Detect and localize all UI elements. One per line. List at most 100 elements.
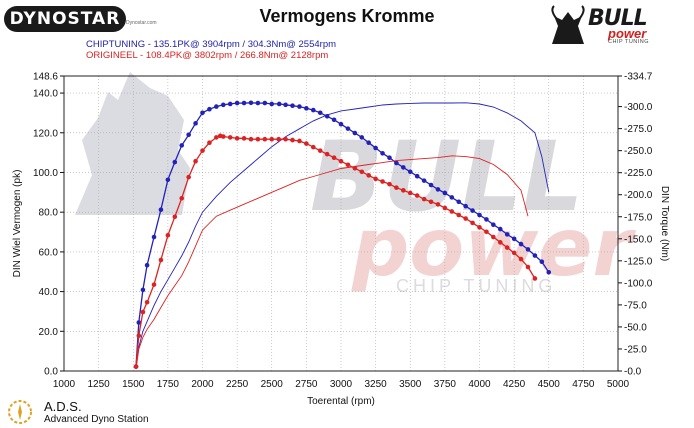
series-origineel-torque-point xyxy=(477,225,482,230)
series-chiptuning-torque-point xyxy=(463,203,468,209)
series-origineel-torque-point xyxy=(248,136,254,142)
series-origineel-torque-point xyxy=(394,185,399,190)
series-origineel-torque-point xyxy=(172,214,178,220)
y-tick-label: 80.0 xyxy=(39,208,59,219)
watermark-bull-silhouette-icon xyxy=(75,72,190,215)
series-origineel-torque-point xyxy=(331,155,337,161)
x-tick-label: 2000 xyxy=(191,379,214,390)
y2-tick-label: -200.0 xyxy=(624,190,653,201)
series-origineel-torque-point xyxy=(401,188,406,193)
series-origineel-torque-point xyxy=(511,250,517,256)
series-origineel-torque-point xyxy=(304,141,309,146)
legend-origineel: ORIGINEEL - 108.4PK@ 3802rpm / 266.8Nm@ … xyxy=(86,50,329,61)
x-tick-label: 2750 xyxy=(295,379,318,390)
series-chiptuning-torque-point xyxy=(186,132,191,138)
y-tick-label: 100.0 xyxy=(33,168,58,179)
y-tick-label: 20.0 xyxy=(39,327,59,338)
x-tick-label: 3750 xyxy=(434,379,457,390)
series-chiptuning-torque-point xyxy=(449,195,455,200)
y-tick-label: 140.0 xyxy=(33,89,58,100)
watermark-bull-text: BULL xyxy=(310,121,583,233)
series-chiptuning-torque-point xyxy=(470,208,475,213)
y2-tick-label: -300.0 xyxy=(624,102,653,113)
series-origineel-torque-point xyxy=(491,234,496,240)
y2-tick-label: -0.0 xyxy=(624,367,642,378)
series-chiptuning-torque-point xyxy=(456,199,462,205)
series-chiptuning-torque-point xyxy=(290,103,295,109)
series-origineel-torque-point xyxy=(366,173,372,178)
series-origineel-torque-point xyxy=(214,135,219,140)
series-origineel-torque-point xyxy=(338,158,344,164)
y-tick-label: 148.6 xyxy=(33,72,58,83)
series-origineel-torque-point xyxy=(227,135,233,140)
series-origineel-torque-point xyxy=(380,179,385,184)
series-origineel-torque-point xyxy=(158,257,164,263)
series-chiptuning-torque-point xyxy=(297,104,302,109)
series-origineel-torque-point xyxy=(276,136,281,142)
series-chiptuning-torque-point xyxy=(136,320,142,325)
y2-tick-label: -275.0 xyxy=(624,124,653,135)
series-origineel-torque-point xyxy=(463,216,468,221)
series-origineel-torque-point xyxy=(193,158,198,164)
bull-head-icon xyxy=(551,5,585,44)
series-chiptuning-torque-point xyxy=(373,145,378,151)
series-origineel-torque-point xyxy=(255,136,261,142)
series-origineel-torque-point xyxy=(234,136,240,141)
series-chiptuning-torque-point xyxy=(421,178,427,183)
series-chiptuning-torque-point xyxy=(394,160,399,166)
dynostar-logo-sub: Dynostar.com xyxy=(126,20,157,26)
x-tick-label: 4500 xyxy=(538,379,561,390)
series-origineel-torque-point xyxy=(345,162,351,168)
series-chiptuning-torque-point xyxy=(504,232,510,237)
x-tick-label: 2500 xyxy=(261,379,284,390)
series-origineel-torque-point xyxy=(421,196,427,202)
series-chiptuning-torque-point xyxy=(338,121,344,127)
series-origineel-torque-point xyxy=(269,136,275,142)
series-origineel-torque-point xyxy=(359,169,365,175)
series-chiptuning-torque-point xyxy=(359,135,365,140)
series-chiptuning-torque-point xyxy=(366,140,372,146)
series-chiptuning-torque-point xyxy=(248,100,254,106)
y-tick-label: 40.0 xyxy=(39,287,59,298)
y-tick-label: 0.0 xyxy=(44,367,58,378)
series-chiptuning-torque-point xyxy=(276,101,282,107)
series-origineel-torque-point xyxy=(518,256,524,262)
axes: 1000 1250 1500 1750 2000 2250 2500 2750 3000 3250… xyxy=(12,72,670,408)
series-chiptuning-torque-point xyxy=(539,259,545,265)
series-origineel-torque-point xyxy=(525,264,531,270)
chiptuning-logo-text: CHIP TUNING xyxy=(608,39,650,45)
series-chiptuning-torque-point xyxy=(407,169,413,175)
series-origineel-torque-point xyxy=(387,181,392,187)
ads-name: A.D.S. xyxy=(44,399,82,414)
series-origineel-torque-point xyxy=(262,136,268,142)
series-chiptuning-torque-point xyxy=(477,212,482,218)
chart-title: Vermogens Kromme xyxy=(259,6,435,26)
series-chiptuning-torque-point xyxy=(283,102,288,108)
series-chiptuning-power-line xyxy=(135,102,550,370)
series-chiptuning-torque-point xyxy=(227,101,233,107)
series-chiptuning-torque-point xyxy=(484,217,489,222)
ads-full-name: Advanced Dyno Station xyxy=(44,414,149,425)
series-origineel-torque-point xyxy=(283,136,288,142)
series-origineel-torque-point xyxy=(435,202,441,207)
y2-tick-label: -175.0 xyxy=(624,212,653,223)
series-origineel-torque-point xyxy=(200,148,205,153)
series-chiptuning-torque-point xyxy=(331,117,337,123)
series-origineel-torque-point xyxy=(442,205,448,211)
series-chiptuning-torque-point xyxy=(234,100,240,106)
series-chiptuning-torque-point xyxy=(179,143,185,148)
y2-tick-label: -150.0 xyxy=(624,234,653,245)
y2-tick-label: -125.0 xyxy=(624,256,653,267)
series-chiptuning-torque-point xyxy=(546,269,552,275)
series-origineel-torque-point xyxy=(317,148,323,153)
series-chiptuning-torque-point xyxy=(401,165,406,170)
series-origineel-torque-point xyxy=(290,137,295,143)
x-tick-label: 1250 xyxy=(88,379,111,390)
dynostar-logo: DYNOSTAR xyxy=(4,6,126,32)
x-axis-label: Toerental (rpm) xyxy=(307,396,375,407)
series-origineel-torque-point xyxy=(144,299,150,305)
series-chiptuning-torque-point xyxy=(497,226,503,232)
y2-tick-label: -334.7 xyxy=(624,72,653,83)
series-origineel-torque-point xyxy=(407,190,413,196)
